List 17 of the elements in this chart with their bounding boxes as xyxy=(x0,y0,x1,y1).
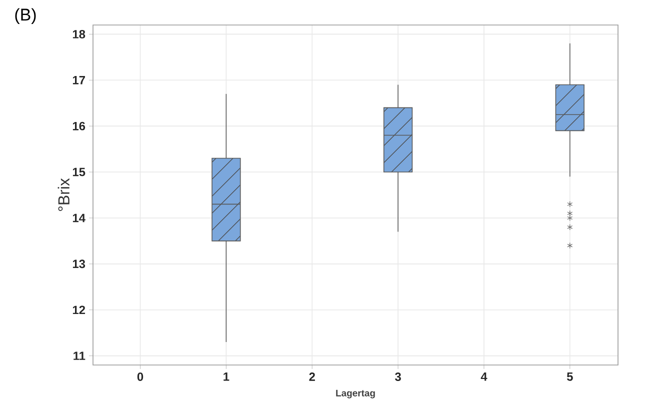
y-tick-label: 17 xyxy=(72,76,85,84)
text: (B) xyxy=(15,8,36,24)
y-tick-label: 13 xyxy=(72,260,86,268)
x-tick-label: 4 xyxy=(480,372,488,381)
y-tick-label: 15 xyxy=(72,168,86,176)
x-tick-label: 5 xyxy=(566,372,573,381)
x-axis-title: Lagertag xyxy=(336,390,375,398)
y-tick-label: 16 xyxy=(72,122,86,130)
y-tick-label: 18 xyxy=(72,30,86,38)
y-axis-title: °Brix xyxy=(58,178,70,211)
y-tick-label: 12 xyxy=(72,306,86,314)
y-tick-label: 11 xyxy=(74,352,86,360)
x-tick-label: 3 xyxy=(394,372,401,381)
x-tick-label: 0 xyxy=(137,372,144,381)
y-tick-label: 14 xyxy=(72,214,86,222)
x-tick-label: 2 xyxy=(309,372,315,381)
x-tick-label: 1 xyxy=(224,372,230,381)
